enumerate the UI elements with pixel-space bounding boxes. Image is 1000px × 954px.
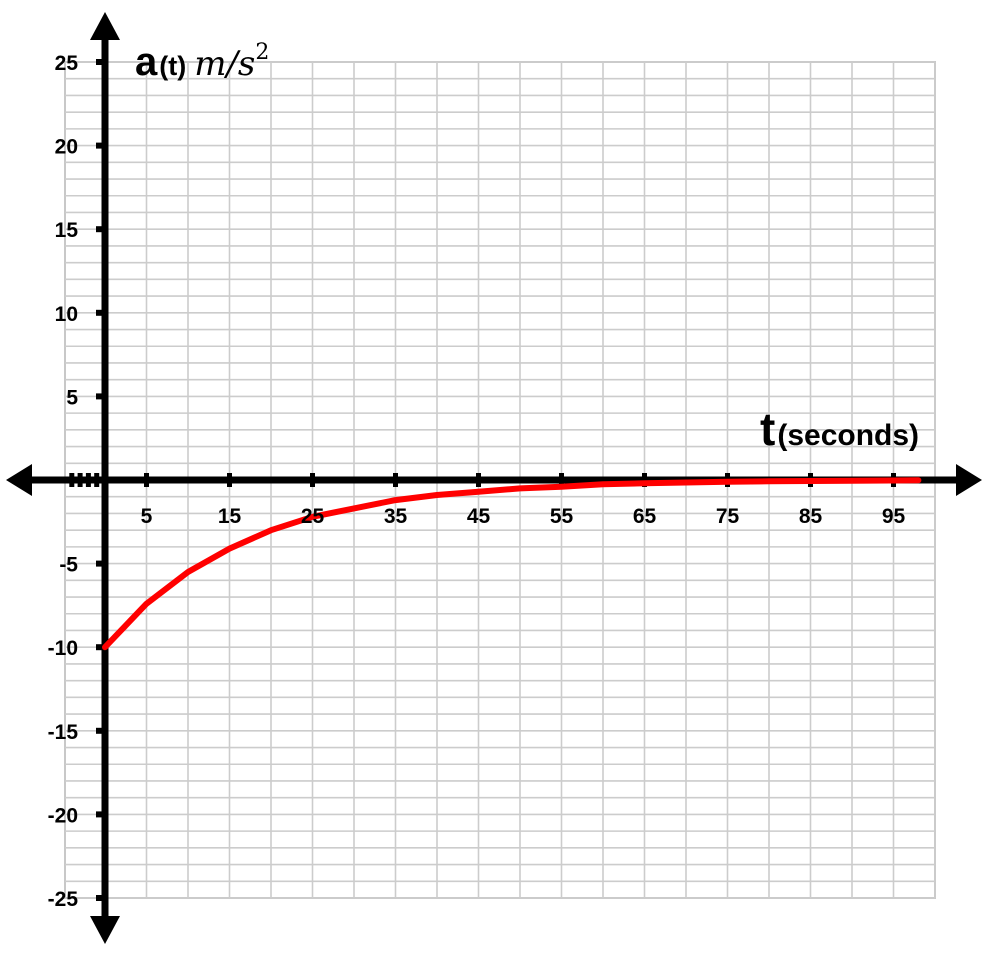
y-axis-arrow-up	[90, 12, 120, 40]
series-line-0	[102, 477, 922, 651]
y-tick-label: 25	[55, 52, 79, 75]
x-axis-title-main: t	[760, 403, 775, 455]
x-tick-label: 45	[467, 505, 491, 528]
y-axis-title-paren: (t)	[159, 51, 186, 81]
x-axis-arrow-right	[956, 464, 982, 496]
y-axis-title-unit: m/s	[194, 44, 255, 84]
x-tick-label: 25	[301, 505, 325, 528]
x-tick-label: 65	[633, 505, 657, 528]
y-tick-label: -20	[48, 804, 78, 827]
y-tick-label: 15	[55, 219, 79, 242]
y-axis-arrow-down	[90, 916, 120, 944]
x-tick-label: 75	[716, 505, 740, 528]
y-axis-title-main: a	[135, 40, 158, 84]
x-axis-arrow-left	[6, 464, 32, 496]
y-tick-label: -25	[48, 888, 79, 911]
y-tick-label: 5	[66, 386, 78, 409]
x-tick-label: 55	[550, 505, 574, 528]
x-tick-label: 35	[384, 505, 408, 528]
x-tick-label: 95	[882, 505, 906, 528]
x-tick-label: 85	[799, 505, 823, 528]
x-tick-label: 5	[141, 505, 153, 528]
x-tick-label: 15	[218, 505, 242, 528]
y-tick-label: 10	[55, 303, 78, 326]
x-axis-title-sub: (seconds)	[777, 419, 919, 452]
series-layer	[102, 477, 922, 651]
y-tick-label: 20	[55, 136, 78, 159]
y-tick-label: -10	[48, 637, 78, 660]
y-axis-title: a(t) m/s2	[135, 40, 269, 84]
y-tick-label: -5	[59, 554, 78, 577]
y-axis-title-exponent: 2	[255, 40, 269, 65]
tick-labels: 5 15 25 35 45 55 65 75 85 95 25 20 15 10 5 -5 -10 -15 -20 -…	[48, 52, 906, 911]
x-axis-title: t(seconds)	[760, 403, 919, 455]
y-tick-label: -15	[48, 721, 79, 744]
